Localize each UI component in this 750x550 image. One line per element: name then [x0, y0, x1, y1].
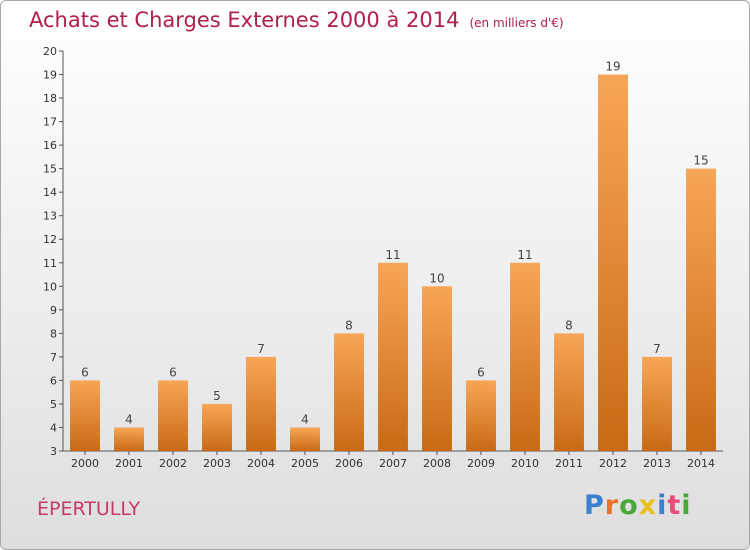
value-label-2009: 6: [477, 365, 485, 379]
y-tick-label: 12: [43, 233, 57, 246]
bar-2012: [598, 74, 628, 451]
value-label-2003: 5: [213, 389, 221, 403]
logo-letter: t: [667, 490, 682, 521]
value-label-2014: 15: [693, 154, 708, 168]
x-tick-label-2000: 2000: [71, 457, 99, 470]
y-tick-label: 14: [43, 186, 57, 199]
bar-2001: [114, 427, 144, 451]
value-label-2004: 7: [257, 342, 265, 356]
x-tick-label-2002: 2002: [159, 457, 187, 470]
bar-2002: [158, 380, 188, 451]
x-tick-label-2010: 2010: [511, 457, 539, 470]
value-label-2011: 8: [565, 318, 573, 332]
value-labels: 6 4 6 5 7 4 8 11 10 6 11 8 19 7 15: [81, 60, 708, 427]
y-tick-label: 10: [43, 280, 57, 293]
bar-2011: [554, 333, 584, 451]
chart-unit: (en milliers d'€): [469, 16, 564, 30]
value-label-2001: 4: [125, 412, 133, 426]
y-tick-label: 17: [43, 116, 57, 129]
bar-2014: [686, 168, 716, 451]
value-label-2008: 10: [429, 271, 444, 285]
logo-letter: i: [681, 490, 692, 521]
x-tick-label-2006: 2006: [335, 457, 363, 470]
x-tick-label-2012: 2012: [599, 457, 627, 470]
value-label-2000: 6: [81, 365, 89, 379]
value-label-2010: 11: [517, 248, 532, 262]
y-tick-label: 7: [50, 351, 57, 364]
x-tick-label-2013: 2013: [643, 457, 671, 470]
y-tick-label: 16: [43, 139, 57, 152]
bar-2010: [510, 262, 540, 451]
commune-name: ÉPERTULLY: [37, 498, 141, 520]
y-tick-label: 13: [43, 210, 57, 223]
logo-letter: i: [657, 490, 668, 521]
value-label-2002: 6: [169, 365, 177, 379]
x-tick-label-2009: 2009: [467, 457, 495, 470]
y-tick-label: 15: [43, 163, 57, 176]
bars: [70, 74, 716, 451]
logo-letter: P: [584, 490, 605, 521]
value-label-2012: 19: [605, 60, 620, 74]
logo-letter: x: [638, 490, 658, 521]
x-tick-label-2004: 2004: [247, 457, 275, 470]
value-label-2013: 7: [653, 342, 661, 356]
x-tick-label-2007: 2007: [379, 457, 407, 470]
bar-2003: [202, 403, 232, 451]
logo-letter: o: [619, 490, 639, 521]
x-tick-label-2014: 2014: [687, 457, 715, 470]
bar-2007: [378, 262, 408, 451]
y-tick-label: 18: [43, 92, 57, 105]
chart-title: Achats et Charges Externes 2000 à 2014 (e…: [29, 8, 564, 32]
value-label-2005: 4: [301, 412, 309, 426]
y-tick-label: 8: [50, 327, 57, 340]
bar-2000: [70, 380, 100, 451]
value-label-2007: 11: [385, 248, 400, 262]
chart-title-text: Achats et Charges Externes 2000 à 2014: [29, 8, 460, 32]
bar-2006: [334, 333, 364, 451]
axes: 3 4 5 6 7 8 9 10 11 12 13 14 15 16 17 18 19 20 2000 2001 200…: [43, 45, 723, 470]
x-tick-label-2011: 2011: [555, 457, 583, 470]
y-tick-label: 5: [50, 398, 57, 411]
bar-2009: [466, 380, 496, 451]
y-tick-label: 9: [50, 304, 57, 317]
x-tick-label-2003: 2003: [203, 457, 231, 470]
x-tick-label-2005: 2005: [291, 457, 319, 470]
x-tick-label-2001: 2001: [115, 457, 143, 470]
y-tick-label: 20: [43, 45, 57, 58]
y-tick-label: 6: [50, 374, 57, 387]
bar-2005: [290, 427, 320, 451]
x-tick-label-2008: 2008: [423, 457, 451, 470]
y-tick-label: 19: [43, 69, 57, 82]
value-label-2006: 8: [345, 318, 353, 332]
y-tick-label: 11: [43, 257, 57, 270]
bar-2008: [422, 286, 452, 451]
proxiti-logo: Proxiti: [584, 490, 692, 521]
y-tick-label: 4: [50, 421, 57, 434]
bar-2004: [246, 356, 276, 451]
y-tick-label: 3: [50, 445, 57, 458]
logo-letter: r: [604, 490, 620, 521]
bar-2013: [642, 356, 672, 451]
